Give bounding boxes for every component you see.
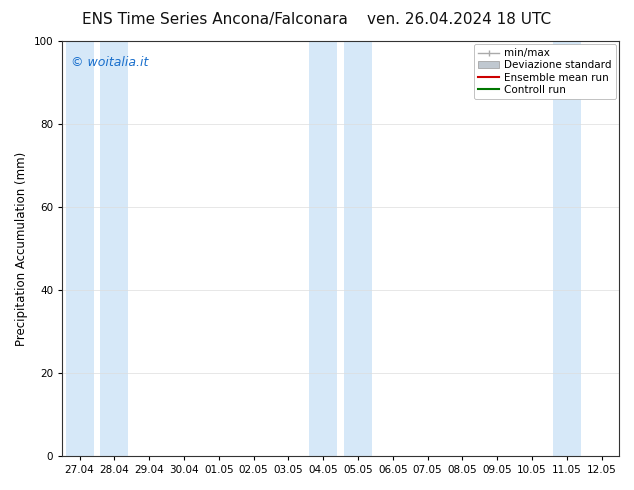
Text: ENS Time Series Ancona/Falconara: ENS Time Series Ancona/Falconara — [82, 12, 348, 27]
Text: ven. 26.04.2024 18 UTC: ven. 26.04.2024 18 UTC — [368, 12, 552, 27]
Bar — [344, 41, 372, 456]
Y-axis label: Precipitation Accumulation (mm): Precipitation Accumulation (mm) — [15, 151, 28, 345]
Legend: min/max, Deviazione standard, Ensemble mean run, Controll run: min/max, Deviazione standard, Ensemble m… — [474, 44, 616, 99]
Bar — [100, 41, 128, 456]
Text: © woitalia.it: © woitalia.it — [70, 55, 148, 69]
Bar — [309, 41, 337, 456]
Bar — [66, 41, 94, 456]
Bar — [553, 41, 581, 456]
